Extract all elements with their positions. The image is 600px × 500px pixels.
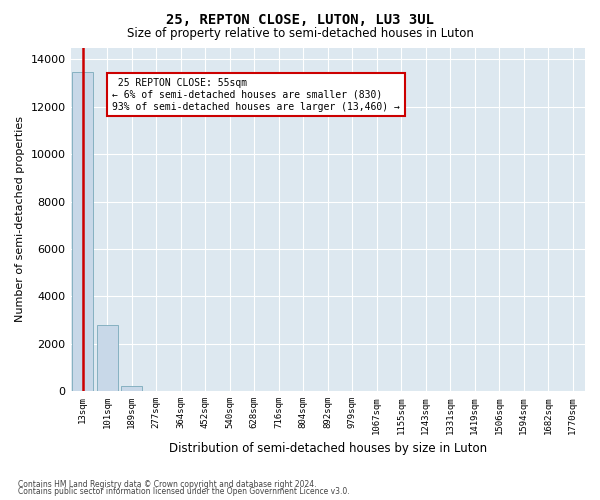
- Bar: [73, 72, 93, 391]
- Bar: [121, 386, 142, 391]
- Bar: [97, 325, 118, 391]
- Text: Size of property relative to semi-detached houses in Luton: Size of property relative to semi-detach…: [127, 28, 473, 40]
- Y-axis label: Number of semi-detached properties: Number of semi-detached properties: [15, 116, 25, 322]
- X-axis label: Distribution of semi-detached houses by size in Luton: Distribution of semi-detached houses by …: [169, 442, 487, 455]
- Text: Contains HM Land Registry data © Crown copyright and database right 2024.: Contains HM Land Registry data © Crown c…: [18, 480, 317, 489]
- Text: 25, REPTON CLOSE, LUTON, LU3 3UL: 25, REPTON CLOSE, LUTON, LU3 3UL: [166, 12, 434, 26]
- Text: 25 REPTON CLOSE: 55sqm
← 6% of semi-detached houses are smaller (830)
93% of sem: 25 REPTON CLOSE: 55sqm ← 6% of semi-deta…: [112, 78, 400, 112]
- Text: Contains public sector information licensed under the Open Government Licence v3: Contains public sector information licen…: [18, 487, 350, 496]
